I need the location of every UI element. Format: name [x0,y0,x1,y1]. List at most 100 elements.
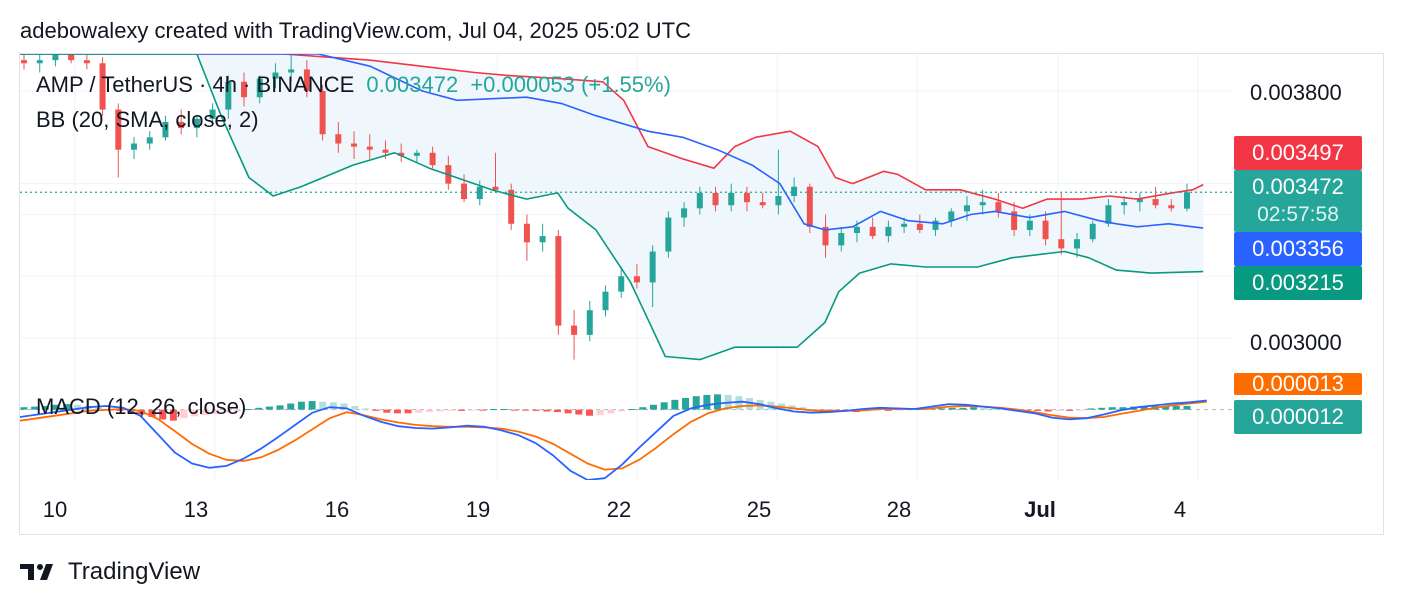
chart-frame [19,53,1384,535]
macd-histogram-bar [415,409,423,413]
macd-histogram-bar [1087,408,1095,410]
candle-body [178,121,185,129]
macd-histogram-bar [959,407,967,410]
macd-histogram-bar [692,396,700,410]
macd-histogram-bar [884,409,892,411]
macd-histogram-bar [308,401,316,410]
symbol-legend[interactable]: AMP / TetherUS · 4h · BINANCE 0.003472 +… [36,72,671,98]
macd-histogram-bar [532,409,540,411]
macd-histogram-bar [436,409,444,412]
macd-histogram-bar [116,409,124,411]
bb-basis-tag: 0.003356 [1234,232,1362,266]
macd-histogram-bar [543,409,551,412]
macd-histogram-bar [265,406,273,410]
macd-line [20,399,1207,480]
candle-body [52,54,59,61]
candle-body [461,183,468,200]
price-tick-upper: 0.003800 [1250,80,1342,105]
macd-signal-tag: 0.000013 [1234,373,1362,395]
candle-body [1026,220,1033,230]
candle-body [618,276,625,292]
candle-body [366,146,373,150]
macd-histogram-bar [1055,409,1063,411]
macd-histogram-bar [52,404,60,410]
macd-histogram-bar [329,402,337,410]
candle-body [1073,239,1080,249]
macd-histogram-bar [895,409,903,411]
macd-histogram-bar [41,405,49,410]
macd-histogram-bar [383,409,391,413]
macd-histogram-bar [468,409,476,411]
macd-legend[interactable]: MACD (12, 26, close) [36,394,247,419]
macd-histogram-bar [714,394,722,410]
macd-histogram-bar [180,409,188,419]
macd-histogram-bar [970,407,978,410]
candle-body [382,149,389,153]
candle-body [429,152,436,166]
macd-histogram-bar [63,404,71,410]
macd-histogram-bar [1066,409,1074,411]
candle-body [146,137,153,144]
candle-body [728,192,735,206]
macd-histogram-bar [682,398,690,410]
macd-histogram-bar [191,409,199,417]
candle-body [99,63,106,110]
x-tick: 13 [183,497,209,522]
x-tick: 10 [42,497,68,522]
macd-histogram-bar [618,409,626,412]
macd-histogram-bar [297,401,305,410]
x-tick: 19 [465,497,491,522]
chart-attribution: adebowalexy created with TradingView.com… [20,18,691,43]
candle-body [492,186,499,190]
candle-body [115,109,122,150]
macd-histogram-bar [1108,407,1116,410]
candle-body [413,152,420,156]
bb-lower-tag: 0.003215 [1234,266,1362,300]
macd-histogram-bar [1162,405,1170,410]
macd-histogram-bar [1183,405,1191,410]
candle-body [602,291,609,311]
macd-histogram-bar [564,409,572,414]
macd-histogram-bar [1034,409,1042,411]
footer-brand-label: TradingView [68,558,201,585]
macd-histogram-bar [95,407,103,410]
macd-histogram-bar [511,409,519,411]
candle-body [508,189,515,224]
macd-histogram-bar [489,409,497,411]
footer-brand[interactable]: TradingView [20,558,200,586]
candle-body [288,69,295,73]
candle-body [571,325,578,335]
candle-body [225,81,232,110]
candle-body [162,121,169,138]
candle-body [83,60,90,64]
macd-histogram-bar [372,409,380,411]
macd-histogram-bar [233,409,241,412]
macd-histogram-bar [585,409,593,416]
candle-body [1152,199,1159,206]
macd-histogram-bar [703,394,711,410]
macd-histogram-bar [607,409,615,414]
macd-pane[interactable] [20,376,1232,480]
bollinger-legend[interactable]: BB (20, SMA, close, 2) [36,107,259,132]
macd-histogram-bar [650,404,658,410]
macd-histogram-bar [276,405,284,410]
macd-signal-line [20,400,1207,471]
macd-histogram-bar [799,407,807,410]
candle-body [21,60,27,64]
macd-histogram-bar [73,404,81,410]
macd-histogram-bar [340,403,348,410]
x-tick: 25 [746,497,772,522]
bar-countdown: 02:57:58 [1257,203,1339,226]
macd-histogram-bar [255,407,263,410]
candle-body [1042,220,1049,240]
candle-body [696,192,703,209]
candle-body [193,118,200,129]
price-pane[interactable] [20,54,1232,375]
candle-body [131,143,138,150]
candle-body [743,192,750,203]
candle-body [319,91,326,135]
candle-body [1089,223,1096,240]
candle-body [351,143,358,147]
macd-histogram-bar [447,409,455,411]
macd-histogram-bar [287,403,295,410]
